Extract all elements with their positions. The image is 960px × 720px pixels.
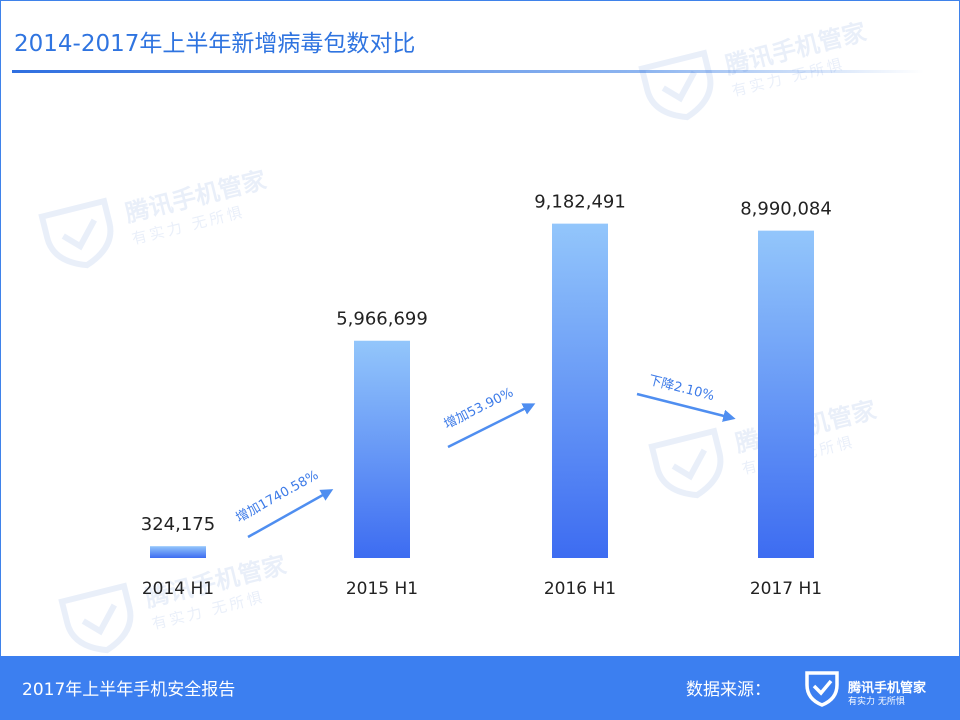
logo-slogan: 有实力 无所惧: [848, 697, 905, 707]
trend-label: 增加53.90%: [442, 385, 516, 432]
trend-arrow: [247, 489, 334, 539]
bar-value-label: 5,966,699: [336, 309, 428, 330]
bar-value-label: 8,990,084: [740, 199, 832, 220]
page-title: 2014-2017年上半年新增病毒包数对比: [14, 31, 416, 57]
trend-arrow: [636, 392, 736, 422]
data-source-label: 数据来源：: [686, 680, 771, 700]
bar-value-label: 9,182,491: [534, 192, 626, 213]
bar-4: [758, 230, 814, 558]
category-label: 2014 H1: [142, 579, 214, 599]
bar-2: [354, 340, 410, 558]
title-divider: [12, 70, 924, 73]
category-label: 2016 H1: [544, 579, 616, 599]
bar-chart: 324,175 2014 H1 5,966,699 2015 H1 9,182,491 2…: [141, 192, 832, 599]
shield-check-icon: [805, 671, 839, 707]
tencent-logo: 腾讯手机管家 有实力 无所惧: [802, 666, 952, 710]
bar-1: [150, 546, 206, 558]
trend-label: 增加1740.58%: [234, 468, 322, 526]
bar-3: [552, 223, 608, 558]
report-title: 2017年上半年手机安全报告: [22, 680, 236, 700]
footer-bar: 2017年上半年手机安全报告 数据来源： 腾讯手机管家 有实力 无所惧: [0, 656, 960, 720]
category-label: 2015 H1: [346, 579, 418, 599]
logo-name: 腾讯手机管家: [848, 681, 927, 696]
bar-value-label: 324,175: [141, 514, 215, 535]
category-label: 2017 H1: [750, 579, 822, 599]
trend-arrow: [447, 403, 536, 449]
